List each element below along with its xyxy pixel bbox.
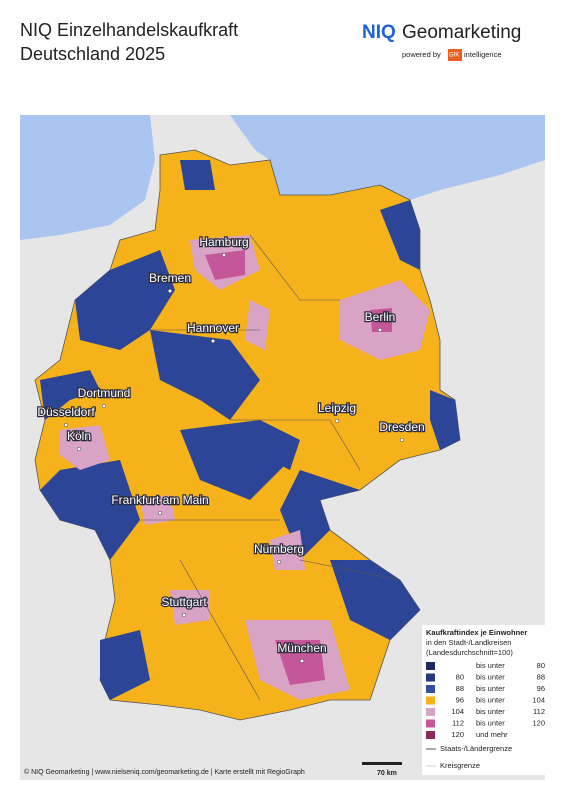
legend-from: 96: [456, 695, 464, 704]
legend-to: 80: [537, 661, 545, 670]
city-dot: [377, 327, 383, 333]
legend-border: Staats-/Ländergrenze: [440, 744, 512, 753]
city-dot: [181, 612, 187, 618]
city-label: Dresden: [379, 420, 424, 434]
legend-label: bis unter: [476, 707, 505, 716]
city-label: Hannover: [187, 321, 239, 335]
legend-swatch: [426, 731, 435, 739]
very-high-regions: [205, 250, 392, 685]
legend-swatch: [426, 673, 435, 682]
legend-from: 104: [451, 707, 464, 716]
baltic-sea: [20, 115, 545, 200]
city-label: München: [277, 641, 326, 655]
city-label: Frankfurt am Main: [111, 493, 208, 507]
legend-to: 120: [532, 718, 545, 727]
logo-powered: powered by: [402, 50, 441, 59]
city-dot: [167, 288, 173, 294]
city-label: Berlin: [365, 310, 396, 324]
logo-name: Geomarketing: [402, 22, 521, 43]
city-dot: [334, 418, 340, 424]
city-label: Düsseldorf: [37, 405, 95, 419]
legend-to: 88: [537, 672, 545, 681]
legend-swatch: [426, 662, 435, 670]
legend-label: und mehr: [476, 730, 508, 739]
city-labels: Hamburg Bremen Hannover Berlin Dortmund Düsse…: [36, 234, 426, 664]
low-regions: [40, 160, 460, 700]
city-dot: [299, 658, 305, 664]
legend-label: bis unter: [476, 718, 505, 727]
title: Deutschland 2025: [20, 44, 165, 64]
city-dot: [101, 403, 107, 409]
city-label: Stuttgart: [161, 595, 207, 609]
state-borders: [140, 234, 401, 701]
legend-swatch: [426, 708, 435, 716]
city-dot: [210, 338, 216, 344]
city-dot: [157, 510, 163, 516]
city-label: Nürnberg: [254, 542, 304, 556]
city-dot: [63, 422, 69, 428]
legend-label: bis unter: [476, 695, 505, 704]
city-label: Dortmund: [78, 386, 131, 400]
city-label: Köln: [67, 429, 91, 443]
legend-to: 96: [537, 684, 545, 693]
city-label: Hamburg: [199, 235, 248, 249]
city-label: Leipzig: [318, 401, 356, 415]
legend-from: 120: [451, 730, 464, 739]
legend-label: bis unter: [476, 672, 505, 681]
legend-label: bis unter: [476, 661, 505, 670]
gfk-badge: [448, 49, 462, 61]
legend-from: 112: [452, 718, 464, 727]
legend-from: 88: [456, 684, 464, 693]
footer: © NIQ Geomarketing | www.nielseniq.com/g…: [24, 768, 305, 776]
city-dot: [399, 437, 405, 443]
legend-title: Kaufkraftindex je Einwohner: [426, 628, 527, 637]
gfk-text: GfK: [449, 53, 459, 59]
legend-swatch: [426, 696, 435, 705]
legend-box: [422, 625, 550, 775]
logo-brand: NIQ: [362, 22, 396, 43]
city-dot: [276, 559, 282, 565]
legend-rows: bis unter 80 80 bis unter 88 88 bis unter 96 96 b…: [426, 661, 545, 739]
scale-bar: [362, 762, 402, 765]
legend-to: 104: [532, 695, 545, 704]
city-dot: [76, 446, 82, 452]
legend-label: bis unter: [476, 684, 505, 693]
legend-swatch: [426, 685, 435, 693]
legend-subtitle: (Landesdurchschnitt=100): [426, 648, 513, 657]
legend-swatch: [426, 719, 435, 728]
legend-subtitle: in den Stadt-/Landkreisen: [426, 638, 511, 647]
legend-from: 80: [456, 672, 464, 681]
legend-border: Kreisgrenze: [440, 761, 480, 770]
scale-label: 70 km: [377, 770, 397, 777]
title: NIQ Einzelhandelskaufkraft: [20, 20, 238, 40]
legend-to: 112: [533, 707, 545, 716]
logo-partner: intelligence: [464, 50, 502, 59]
city-dot: [221, 252, 227, 258]
city-label: Bremen: [149, 271, 191, 285]
north-sea: [20, 115, 155, 240]
